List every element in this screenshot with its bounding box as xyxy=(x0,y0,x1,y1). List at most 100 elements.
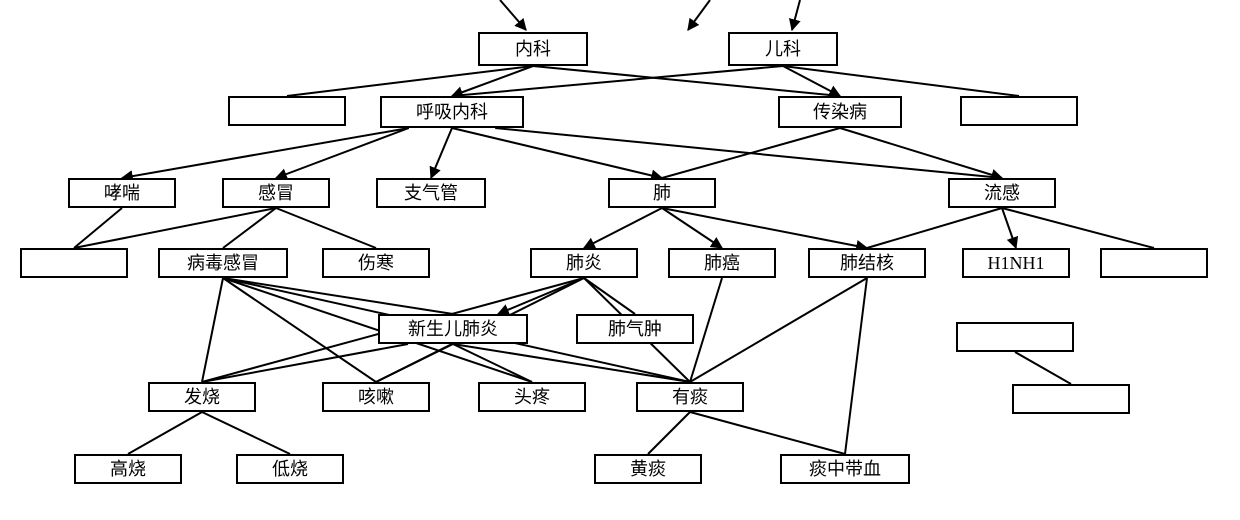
edge-bingdu-fashao xyxy=(202,278,223,382)
node-label: 头疼 xyxy=(514,388,550,406)
edge-neike-blank_l2a xyxy=(287,66,533,96)
node-feiyan: 肺炎 xyxy=(530,248,638,278)
node-label: 呼吸内科 xyxy=(416,103,488,121)
node-label: 伤寒 xyxy=(358,254,394,272)
node-label: 低烧 xyxy=(272,460,308,478)
node-youtan: 有痰 xyxy=(636,382,744,412)
node-xinsheng: 新生儿肺炎 xyxy=(378,314,528,344)
edge-chuanran-liugan xyxy=(840,128,1002,178)
edge-feiyan-feiqizhong xyxy=(584,278,635,314)
node-label: 肺癌 xyxy=(704,254,740,272)
node-touteng: 头疼 xyxy=(478,382,586,412)
node-label: 支气管 xyxy=(404,184,458,202)
node-blank_l2a xyxy=(228,96,346,126)
node-label: 有痰 xyxy=(672,388,708,406)
node-label: 肺气肿 xyxy=(608,320,662,338)
edge-xinsheng-fashao xyxy=(202,344,408,382)
edge-feijiehe-youtan xyxy=(690,278,867,382)
edge-xinsheng-youtan xyxy=(453,344,690,382)
node-label: 感冒 xyxy=(258,184,294,202)
edge-huxi-xiaochuan xyxy=(122,128,409,178)
edge-feiyan-xinsheng xyxy=(498,278,584,314)
node-blank_l5a xyxy=(956,322,1074,352)
edge-youtan-tanxue xyxy=(690,412,845,454)
edge-huxi-zhiqiguan xyxy=(431,128,452,178)
edge-neike-chuanran xyxy=(533,66,840,96)
diagram-canvas: 内科 儿科呼吸内科 传染病哮喘 感冒 支气管 肺 流感病毒感冒 伤寒 肺炎 肺癌 肺结核 H1NH1 新… xyxy=(0,0,1240,520)
node-blank_l4b xyxy=(1100,248,1208,278)
node-kesou: 咳嗽 xyxy=(322,382,430,412)
node-label: 肺炎 xyxy=(566,254,602,272)
node-xiaochuan: 哮喘 xyxy=(68,178,176,208)
edge-fei-feiyan xyxy=(584,208,662,248)
node-label: 肺 xyxy=(653,184,671,202)
edge-bingdu-kesou xyxy=(223,278,376,382)
edge-ganmao-blank_l4a xyxy=(74,208,276,248)
node-label: 咳嗽 xyxy=(358,388,394,406)
edge-fei-feijiehe xyxy=(662,208,867,248)
incoming-arrow xyxy=(688,0,710,30)
edge-erke-chuanran xyxy=(783,66,840,96)
edge-liugan-h1nh1 xyxy=(1002,208,1016,248)
node-huangtan: 黄痰 xyxy=(594,454,702,484)
incoming-arrow xyxy=(500,0,526,30)
edge-ganmao-bingdu xyxy=(223,208,276,248)
node-bingdu: 病毒感冒 xyxy=(158,248,288,278)
edge-ganmao-shanghan xyxy=(276,208,376,248)
node-blank_l2b xyxy=(960,96,1078,126)
node-label: 黄痰 xyxy=(630,460,666,478)
node-label: 肺结核 xyxy=(840,254,894,272)
node-liugan: 流感 xyxy=(948,178,1056,208)
edge-erke-blank_l2b xyxy=(783,66,1019,96)
edge-huxi-liugan xyxy=(495,128,1002,178)
node-fashao: 发烧 xyxy=(148,382,256,412)
node-feijiehe: 肺结核 xyxy=(808,248,926,278)
node-chuanran: 传染病 xyxy=(778,96,902,128)
edge-erke-huxi xyxy=(452,66,783,96)
edge-fei-feiai xyxy=(662,208,722,248)
node-neike: 内科 xyxy=(478,32,588,66)
node-label: 痰中带血 xyxy=(809,460,881,478)
node-huxi: 呼吸内科 xyxy=(380,96,524,128)
node-label: 高烧 xyxy=(110,460,146,478)
node-label: 内科 xyxy=(515,40,551,58)
edge-xinsheng-touteng xyxy=(453,344,532,382)
node-label: 儿科 xyxy=(765,40,801,58)
edge-fashao-dishao xyxy=(202,412,290,454)
node-dishao: 低烧 xyxy=(236,454,344,484)
edge-feiai-youtan xyxy=(690,278,722,382)
node-label: 病毒感冒 xyxy=(187,254,259,272)
node-erke: 儿科 xyxy=(728,32,838,66)
node-label: 传染病 xyxy=(813,103,867,121)
node-shanghan: 伤寒 xyxy=(322,248,430,278)
edge-fashao-gaoshao xyxy=(128,412,202,454)
node-gaoshao: 高烧 xyxy=(74,454,182,484)
node-tanxue: 痰中带血 xyxy=(780,454,910,484)
node-blank_l4a xyxy=(20,248,128,278)
edge-blank_l5a-blank_l6a xyxy=(1015,352,1071,384)
edge-bingdu-xinsheng xyxy=(223,278,453,314)
node-feiqizhong: 肺气肿 xyxy=(576,314,694,344)
node-feiai: 肺癌 xyxy=(668,248,776,278)
node-label: 发烧 xyxy=(184,388,220,406)
node-label: 新生儿肺炎 xyxy=(408,320,498,338)
edge-liugan-feijiehe xyxy=(867,208,1002,248)
edge-chuanran-fei xyxy=(662,128,840,178)
node-label: 流感 xyxy=(984,184,1020,202)
edge-neike-huxi xyxy=(452,66,533,96)
node-ganmao: 感冒 xyxy=(222,178,330,208)
node-zhiqiguan: 支气管 xyxy=(376,178,486,208)
incoming-arrow xyxy=(792,0,800,30)
edge-liugan-blank_l4b xyxy=(1002,208,1154,248)
node-fei: 肺 xyxy=(608,178,716,208)
edge-huxi-fei xyxy=(452,128,662,178)
edge-huxi-ganmao xyxy=(276,128,409,178)
edge-xiaochuan-blank_l4a xyxy=(74,208,122,248)
node-h1nh1: H1NH1 xyxy=(962,248,1070,278)
node-label: 哮喘 xyxy=(104,184,140,202)
edge-youtan-huangtan xyxy=(648,412,690,454)
edge-xinsheng-kesou xyxy=(376,344,453,382)
node-label: H1NH1 xyxy=(988,254,1045,272)
edge-feijiehe-tanxue xyxy=(845,278,867,454)
node-blank_l6a xyxy=(1012,384,1130,414)
